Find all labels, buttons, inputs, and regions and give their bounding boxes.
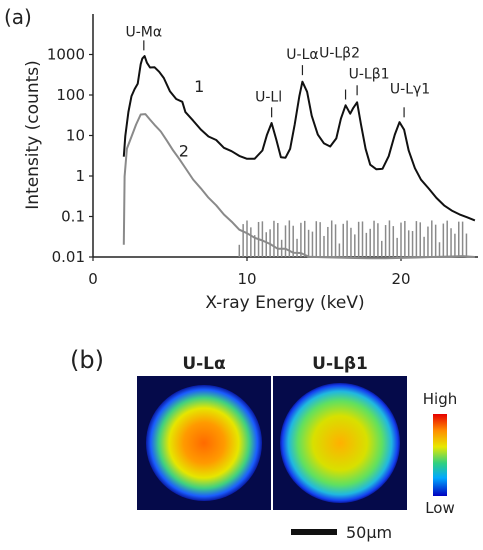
series-label-1: 1 (194, 77, 204, 96)
peak-annotation: U-Lγ1 (390, 81, 430, 97)
scale-bar-label: 50µm (346, 523, 392, 542)
y-tick-label: 10 (66, 127, 85, 145)
y-axis-title: Intensity (counts) (23, 60, 43, 209)
map-panel: U-Lα U-Lβ1 (137, 354, 407, 510)
peak-annotation: U-Lβ2 (319, 46, 360, 62)
map-title-u-la: U-Lα (182, 354, 225, 374)
scale-bar: 50µm (291, 523, 392, 542)
peak-annotation: U-Mα (126, 24, 163, 40)
y-tick-label: 100 (56, 86, 85, 104)
colorbar-gradient (433, 414, 447, 496)
series-line-2 (122, 113, 475, 260)
colorbar-high-label: High (423, 390, 457, 408)
series-label-2: 2 (179, 142, 189, 161)
y-tick-label: 0.01 (52, 248, 85, 266)
x-tick-label: 20 (391, 270, 410, 288)
x-tick-label: 10 (237, 270, 256, 288)
colorbar: High Low (423, 390, 457, 517)
map-u-la-spot (146, 385, 262, 501)
y-tick-label: 1 (75, 167, 85, 185)
peak-annotation: U-Lα (286, 47, 318, 63)
y-tick-label: 1000 (47, 46, 85, 64)
panel-a-label: (a) (4, 5, 32, 29)
y-tick-label: 0.1 (61, 208, 85, 226)
x-axis-title: X-ray Energy (keV) (205, 293, 364, 313)
map-u-lb1-spot (280, 383, 400, 503)
colorbar-low-label: Low (425, 499, 455, 517)
panel-b-label: (b) (70, 346, 104, 374)
peak-annotation: U-Lβ1 (349, 66, 390, 82)
x-tick-label: 0 (88, 270, 98, 288)
scale-bar-line (291, 529, 337, 535)
peak-annotation: U-Ll (255, 89, 282, 105)
series-line-1 (122, 55, 476, 222)
map-title-u-lb1: U-Lβ1 (312, 354, 368, 374)
